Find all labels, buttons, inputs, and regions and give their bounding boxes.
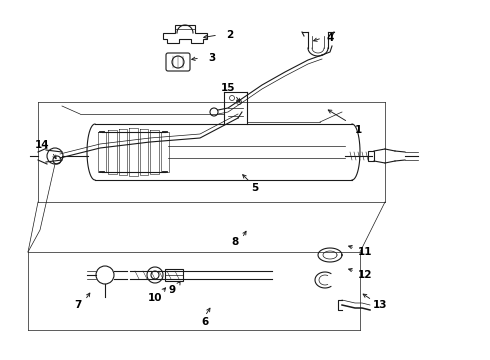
Text: 2: 2 — [226, 30, 234, 40]
Text: 7: 7 — [74, 300, 82, 310]
Text: 5: 5 — [251, 183, 259, 193]
Text: 1: 1 — [354, 125, 362, 135]
Text: 13: 13 — [373, 300, 387, 310]
Text: 3: 3 — [208, 53, 216, 63]
Text: 11: 11 — [358, 247, 372, 257]
Text: 15: 15 — [221, 83, 235, 93]
Text: 9: 9 — [169, 285, 175, 295]
Text: 12: 12 — [358, 270, 372, 280]
Text: 6: 6 — [201, 317, 209, 327]
Text: 14: 14 — [35, 140, 49, 150]
Text: 4: 4 — [326, 33, 334, 43]
Text: 8: 8 — [231, 237, 239, 247]
Text: 10: 10 — [148, 293, 162, 303]
